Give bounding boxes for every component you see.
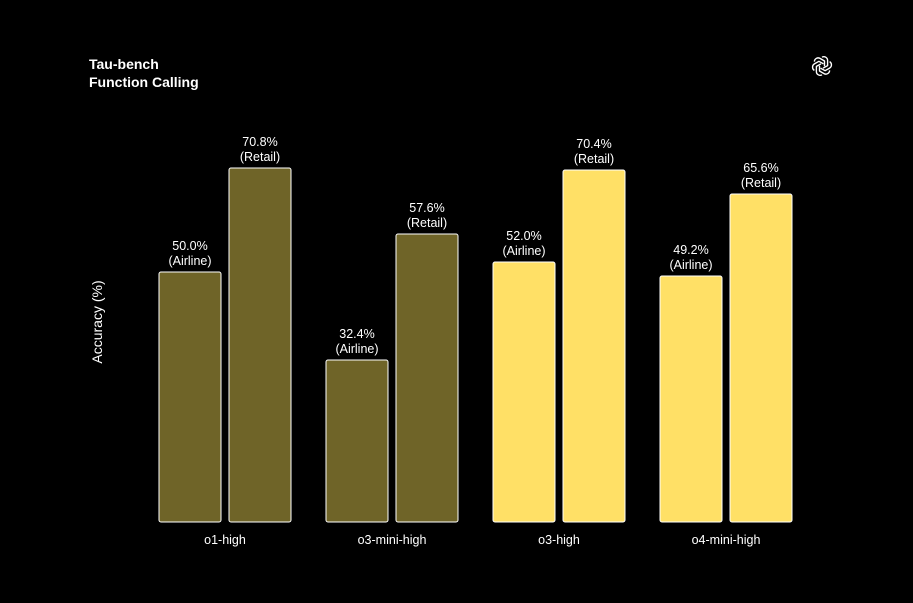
bar-series-label: (Retail) xyxy=(574,152,614,166)
bar-o4-mini-high-airline xyxy=(659,275,723,523)
x-tick-label: o3-high xyxy=(538,533,580,547)
bars-group: 50.0%(Airline)70.8%(Retail)32.4%(Airline… xyxy=(158,135,793,523)
bar-o4-mini-high-retail xyxy=(729,193,793,523)
bar-o1-high-retail xyxy=(228,167,292,523)
chart-title: Tau-bench Function Calling xyxy=(89,55,199,91)
bar-value-label: 70.4% xyxy=(576,137,611,151)
bar-value-label: 65.6% xyxy=(743,161,778,175)
bar-value-label: 32.4% xyxy=(339,327,374,341)
x-tick-label: o1-high xyxy=(204,533,246,547)
openai-logo-icon xyxy=(811,56,833,76)
bar-series-label: (Retail) xyxy=(407,216,447,230)
bar-series-label: (Airline) xyxy=(502,244,545,258)
bar-o3-mini-high-retail xyxy=(395,233,459,523)
bar-o3-high-airline xyxy=(492,261,556,523)
bar-value-label: 70.8% xyxy=(242,135,277,149)
bar-value-label: 52.0% xyxy=(506,229,541,243)
bar-o3-mini-high-airline xyxy=(325,359,389,523)
chart-title-line-2: Function Calling xyxy=(89,74,199,90)
y-axis-label-group: Accuracy (%) xyxy=(89,280,105,363)
bar-value-label: 49.2% xyxy=(673,243,708,257)
bar-o1-high-airline xyxy=(158,271,222,523)
x-tick-label: o4-mini-high xyxy=(692,533,761,547)
bar-series-label: (Airline) xyxy=(168,254,211,268)
bar-series-label: (Airline) xyxy=(335,342,378,356)
bar-value-label: 50.0% xyxy=(172,239,207,253)
x-tick-label: o3-mini-high xyxy=(358,533,427,547)
bar-series-label: (Retail) xyxy=(240,150,280,164)
bar-series-label: (Retail) xyxy=(741,176,781,190)
bar-o3-high-retail xyxy=(562,169,626,523)
y-axis-label: Accuracy (%) xyxy=(89,280,105,363)
bar-value-label: 57.6% xyxy=(409,201,444,215)
chart-title-line-1: Tau-bench xyxy=(89,56,159,72)
bar-series-label: (Airline) xyxy=(669,258,712,272)
x-tick-labels-group: o1-high o3-mini-high o3-high o4-mini-high xyxy=(204,533,760,547)
